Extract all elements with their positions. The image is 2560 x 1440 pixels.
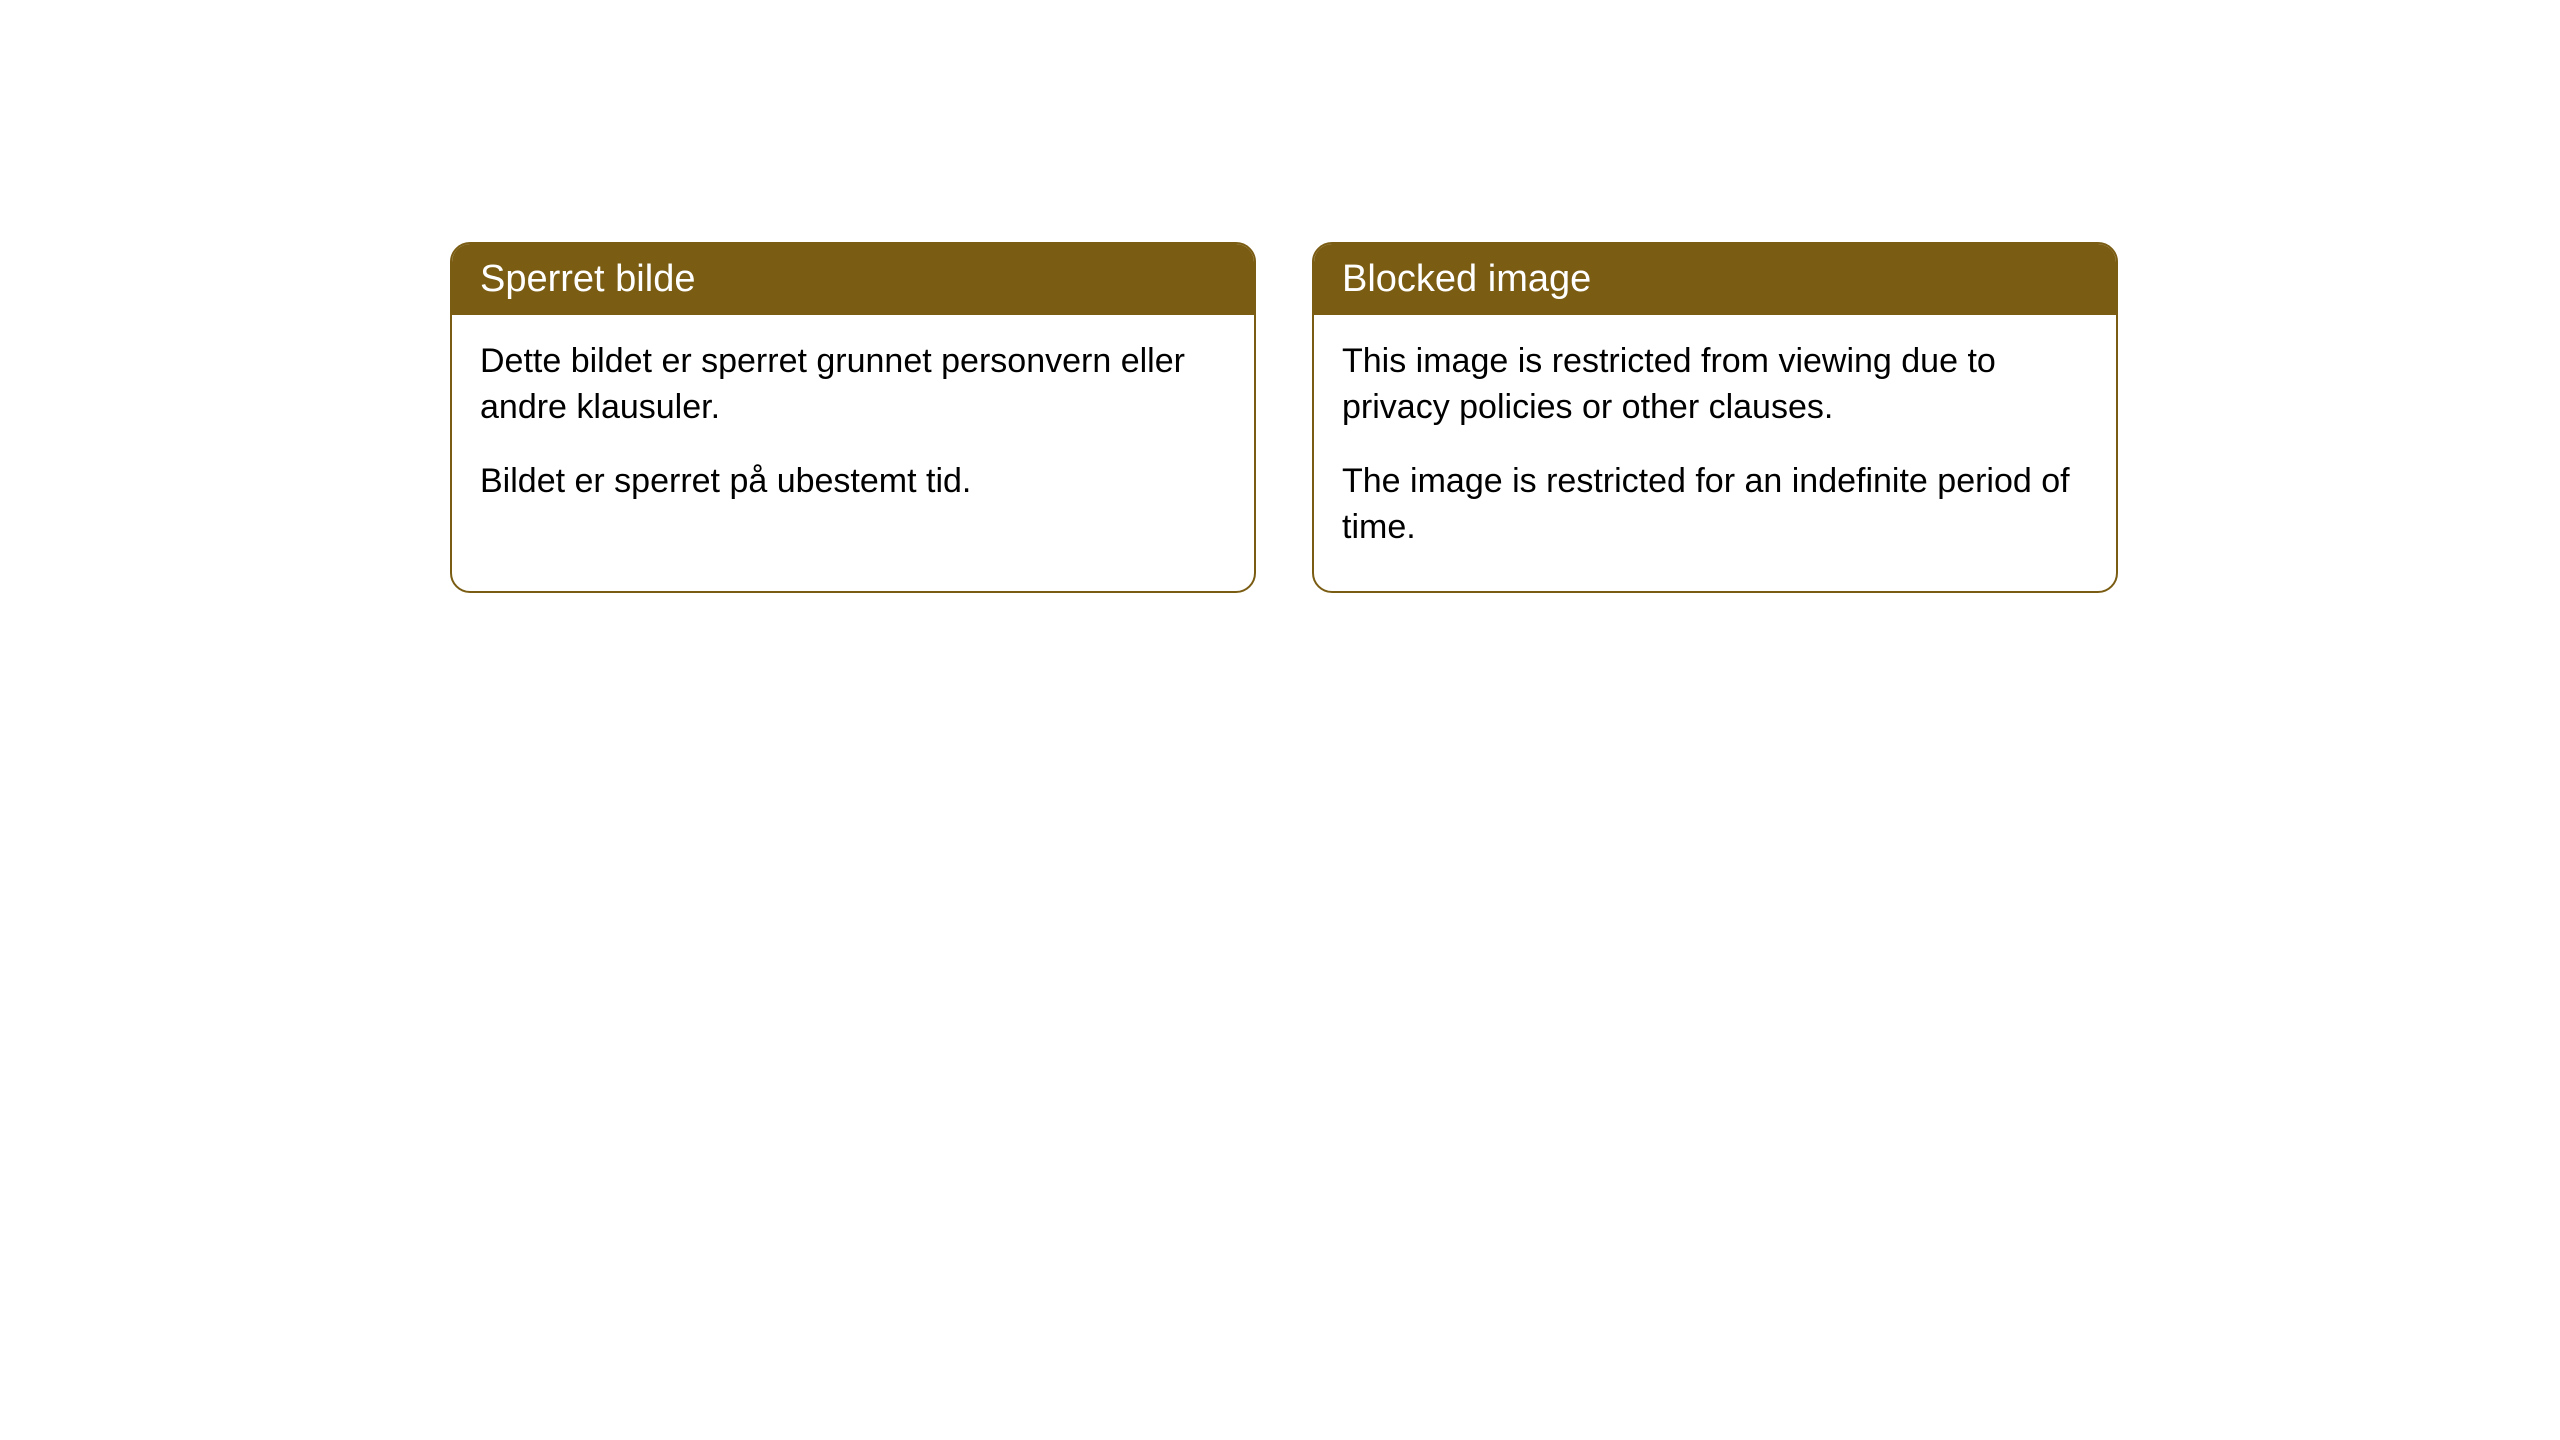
blocked-image-card-no: Sperret bilde Dette bildet er sperret gr… — [450, 242, 1256, 593]
card-body: This image is restricted from viewing du… — [1314, 315, 2116, 591]
card-text-line-1: This image is restricted from viewing du… — [1342, 339, 2088, 431]
card-header: Blocked image — [1314, 244, 2116, 315]
notice-cards-container: Sperret bilde Dette bildet er sperret gr… — [0, 0, 2560, 593]
card-text-line-2: Bildet er sperret på ubestemt tid. — [480, 459, 1226, 505]
card-text-line-2: The image is restricted for an indefinit… — [1342, 459, 2088, 551]
card-title: Blocked image — [1342, 258, 1591, 300]
card-text-line-1: Dette bildet er sperret grunnet personve… — [480, 339, 1226, 431]
card-body: Dette bildet er sperret grunnet personve… — [452, 315, 1254, 545]
card-title: Sperret bilde — [480, 258, 695, 300]
card-header: Sperret bilde — [452, 244, 1254, 315]
blocked-image-card-en: Blocked image This image is restricted f… — [1312, 242, 2118, 593]
